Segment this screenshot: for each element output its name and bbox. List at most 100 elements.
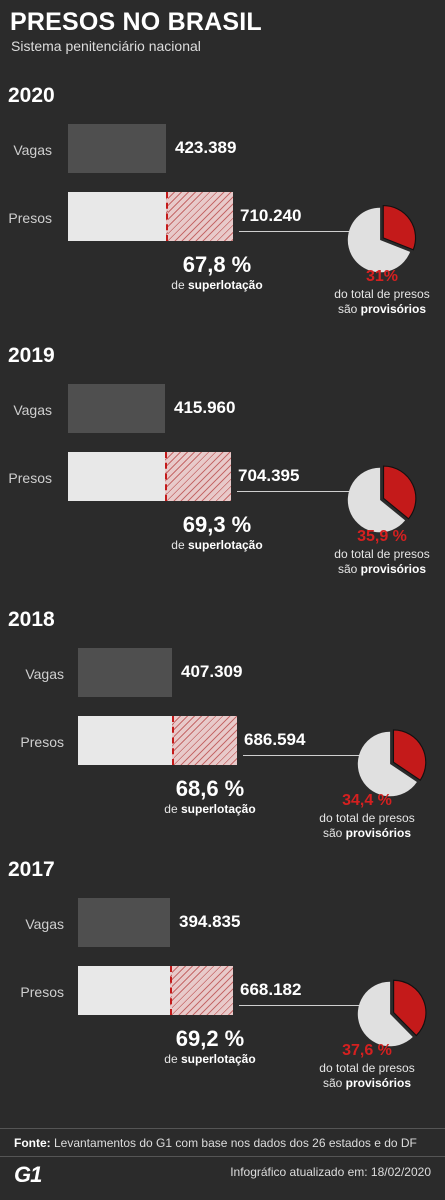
superlotacao-value: 69,3 % xyxy=(182,512,252,537)
year-label: 2019 xyxy=(8,344,55,367)
superlotacao-block: 68,6 % de superlotação xyxy=(155,776,265,816)
pie-slice-provisorios xyxy=(382,204,417,251)
pie-provisorios xyxy=(357,729,427,797)
bar-presos-excess xyxy=(165,452,231,501)
provisorios-prefix: são xyxy=(322,1076,346,1090)
year-section: 2020 Vagas Presos 423.389 710.240 67,8 % de su… xyxy=(0,84,445,346)
year-section: 2019 Vagas Presos 415.960 704.395 69,3 % de su… xyxy=(0,344,445,606)
provisorios-bold: provisórios xyxy=(345,826,412,840)
year-section: 2018 Vagas Presos 407.309 686.594 68,6 % de su… xyxy=(0,608,445,870)
superlotacao-bold: superlotação xyxy=(187,538,263,552)
page-subtitle: Sistema penitenciário nacional xyxy=(11,38,201,54)
provisorios-bold: provisórios xyxy=(360,562,427,576)
connector-line xyxy=(239,1005,362,1006)
year-section: 2017 Vagas Presos 394.835 668.182 69,2 % de su… xyxy=(0,858,445,1120)
bar-presos xyxy=(78,716,172,765)
pie-slice-provisorios xyxy=(393,979,427,1037)
pie-slice-others xyxy=(357,981,413,1047)
provisorios-value: 35,9 % xyxy=(357,528,407,545)
superlotacao-prefix: de xyxy=(171,278,188,292)
source-label: Fonte: xyxy=(14,1136,51,1150)
provisorios-bold: provisórios xyxy=(345,1076,412,1090)
value-presos: 668.182 xyxy=(240,980,302,999)
pie-slice-others xyxy=(347,467,406,533)
value-vagas: 407.309 xyxy=(181,662,243,681)
superlotacao-prefix: de xyxy=(164,1052,181,1066)
superlotacao-prefix: de xyxy=(171,538,188,552)
provisorios-value: 31% xyxy=(365,268,399,285)
provisorios-line1: do total de presos xyxy=(334,287,430,301)
provisorios-line1: do total de presos xyxy=(319,811,415,825)
superlotacao-value: 69,2 % xyxy=(175,1026,245,1051)
row-label-presos: Presos xyxy=(8,210,52,226)
bar-presos xyxy=(68,452,165,501)
pie-provisorios xyxy=(357,979,427,1047)
provisorios-block: 37,6 % do total de presos são provisórios xyxy=(302,1041,432,1091)
bar-presos-excess xyxy=(170,966,233,1015)
page-title: PRESOS NO BRASIL xyxy=(10,8,262,36)
provisorios-bold: provisórios xyxy=(360,302,427,316)
connector-line xyxy=(239,231,352,232)
footer-divider-2 xyxy=(0,1156,445,1157)
superlotacao-block: 67,8 % de superlotação xyxy=(162,252,272,292)
row-label-presos: Presos xyxy=(8,470,52,486)
superlotacao-label: de superlotação xyxy=(155,802,265,816)
connector-line xyxy=(243,755,362,756)
superlotacao-label: de superlotação xyxy=(155,1052,265,1066)
bar-presos xyxy=(78,966,170,1015)
row-label-presos: Presos xyxy=(20,734,64,750)
pie-provisorios xyxy=(347,204,417,273)
superlotacao-label: de superlotação xyxy=(162,278,272,292)
bar-vagas xyxy=(78,648,172,697)
provisorios-prefix: são xyxy=(337,302,361,316)
source-note: Fonte: Levantamentos do G1 com base nos … xyxy=(14,1136,417,1150)
g1-logo: G1 xyxy=(14,1162,42,1187)
superlotacao-label: de superlotação xyxy=(162,538,272,552)
row-label-vagas: Vagas xyxy=(13,402,52,418)
superlotacao-bold: superlotação xyxy=(180,802,256,816)
row-label-vagas: Vagas xyxy=(25,916,64,932)
provisorios-line2: são provisórios xyxy=(302,1076,432,1091)
superlotacao-bold: superlotação xyxy=(180,1052,256,1066)
provisorios-value: 37,6 % xyxy=(342,1042,392,1059)
provisorios-line1: do total de presos xyxy=(319,1061,415,1075)
pie-slice-others xyxy=(357,731,417,797)
value-presos: 704.395 xyxy=(238,466,300,485)
year-label: 2018 xyxy=(8,608,55,631)
footer-divider xyxy=(0,1128,445,1129)
bar-presos xyxy=(68,192,166,241)
bar-vagas xyxy=(68,384,165,433)
provisorios-prefix: são xyxy=(322,826,346,840)
superlotacao-bold: superlotação xyxy=(187,278,263,292)
source-text: Levantamentos do G1 com base nos dados d… xyxy=(50,1136,417,1150)
bar-vagas xyxy=(78,898,170,947)
row-label-vagas: Vagas xyxy=(25,666,64,682)
provisorios-line1: do total de presos xyxy=(334,547,430,561)
provisorios-block: 35,9 % do total de presos são provisórios xyxy=(317,527,445,577)
value-vagas: 423.389 xyxy=(175,138,237,157)
superlotacao-value: 68,6 % xyxy=(175,776,245,801)
provisorios-line2: são provisórios xyxy=(317,302,445,317)
superlotacao-prefix: de xyxy=(164,802,181,816)
provisorios-line2: são provisórios xyxy=(302,826,432,841)
value-vagas: 415.960 xyxy=(174,398,236,417)
value-presos: 710.240 xyxy=(240,206,302,225)
value-vagas: 394.835 xyxy=(179,912,241,931)
superlotacao-block: 69,3 % de superlotação xyxy=(162,512,272,552)
row-label-presos: Presos xyxy=(20,984,64,1000)
row-label-vagas: Vagas xyxy=(13,142,52,158)
updated-date: Infográfico atualizado em: 18/02/2020 xyxy=(230,1165,431,1179)
year-label: 2017 xyxy=(8,858,55,881)
year-label: 2020 xyxy=(8,84,55,107)
pie-slice-provisorios xyxy=(382,465,417,520)
bar-vagas xyxy=(68,124,166,173)
superlotacao-value: 67,8 % xyxy=(182,252,252,277)
provisorios-line2: são provisórios xyxy=(317,562,445,577)
pie-provisorios xyxy=(347,465,417,533)
pie-slice-provisorios xyxy=(392,729,427,781)
provisorios-block: 34,4 % do total de presos são provisórios xyxy=(302,791,432,841)
provisorios-value: 34,4 % xyxy=(342,792,392,809)
bar-presos-excess xyxy=(172,716,237,765)
value-presos: 686.594 xyxy=(244,730,306,749)
provisorios-prefix: são xyxy=(337,562,361,576)
